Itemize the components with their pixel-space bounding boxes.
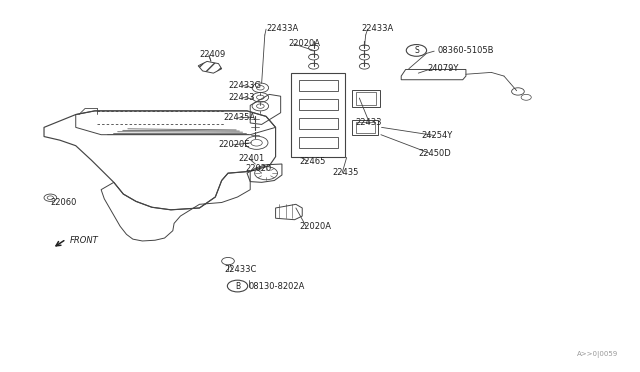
Bar <box>291 73 346 157</box>
Bar <box>299 80 338 91</box>
Bar <box>299 99 338 110</box>
Bar <box>352 120 378 135</box>
Text: 22450D: 22450D <box>419 148 451 157</box>
Bar <box>356 122 374 133</box>
Text: 22433A: 22433A <box>361 24 394 33</box>
Text: 22060: 22060 <box>51 198 77 207</box>
Text: 22435A: 22435A <box>223 113 256 122</box>
Bar <box>299 118 338 129</box>
Text: 22433C: 22433C <box>225 265 257 274</box>
Text: 22401: 22401 <box>239 154 265 163</box>
Text: 22433: 22433 <box>228 93 255 102</box>
Text: 24079Y: 24079Y <box>428 64 460 73</box>
Text: 22433: 22433 <box>355 118 381 128</box>
Text: 22433G: 22433G <box>228 81 261 90</box>
Text: 24254Y: 24254Y <box>422 131 452 140</box>
Text: A>>0|0059: A>>0|0059 <box>577 351 618 358</box>
Text: 22020: 22020 <box>245 164 271 173</box>
Text: B: B <box>235 282 240 291</box>
Text: 22433A: 22433A <box>266 24 298 33</box>
Text: 08360-5105B: 08360-5105B <box>437 46 494 55</box>
Text: 22020A: 22020A <box>288 39 320 48</box>
Text: 22020E: 22020E <box>218 141 250 150</box>
Text: FRONT: FRONT <box>70 237 99 246</box>
Text: 22409: 22409 <box>200 49 226 58</box>
Bar <box>299 137 338 148</box>
Text: 22020A: 22020A <box>300 222 332 231</box>
Text: S: S <box>414 46 419 55</box>
Text: 08130-8202A: 08130-8202A <box>249 282 305 291</box>
Bar <box>356 92 376 105</box>
Text: 22435: 22435 <box>333 168 359 177</box>
Bar <box>352 90 380 107</box>
Text: 22465: 22465 <box>300 157 326 166</box>
